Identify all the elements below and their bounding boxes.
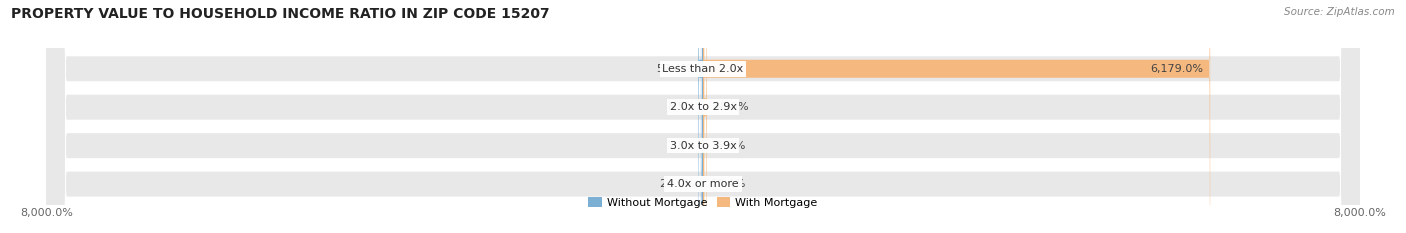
Text: 10.4%: 10.4% — [710, 179, 745, 189]
Text: 8.5%: 8.5% — [668, 102, 696, 112]
FancyBboxPatch shape — [46, 0, 1360, 233]
Legend: Without Mortgage, With Mortgage: Without Mortgage, With Mortgage — [583, 193, 823, 212]
Text: 4.0x or more: 4.0x or more — [668, 179, 738, 189]
FancyBboxPatch shape — [703, 0, 1211, 233]
Text: Less than 2.0x: Less than 2.0x — [662, 64, 744, 74]
Text: 6,179.0%: 6,179.0% — [1150, 64, 1204, 74]
Text: 2.0x to 2.9x: 2.0x to 2.9x — [669, 102, 737, 112]
Text: PROPERTY VALUE TO HOUSEHOLD INCOME RATIO IN ZIP CODE 15207: PROPERTY VALUE TO HOUSEHOLD INCOME RATIO… — [11, 7, 550, 21]
Text: 57.4%: 57.4% — [657, 64, 692, 74]
FancyBboxPatch shape — [46, 0, 1360, 233]
Text: 48.9%: 48.9% — [714, 102, 749, 112]
FancyBboxPatch shape — [699, 0, 703, 233]
Text: 7.8%: 7.8% — [668, 141, 696, 151]
FancyBboxPatch shape — [703, 0, 707, 233]
Text: 26.0%: 26.0% — [659, 179, 695, 189]
FancyBboxPatch shape — [700, 0, 703, 233]
Text: 15.8%: 15.8% — [711, 141, 747, 151]
FancyBboxPatch shape — [46, 0, 1360, 233]
Text: 3.0x to 3.9x: 3.0x to 3.9x — [669, 141, 737, 151]
Text: Source: ZipAtlas.com: Source: ZipAtlas.com — [1284, 7, 1395, 17]
FancyBboxPatch shape — [46, 0, 1360, 233]
